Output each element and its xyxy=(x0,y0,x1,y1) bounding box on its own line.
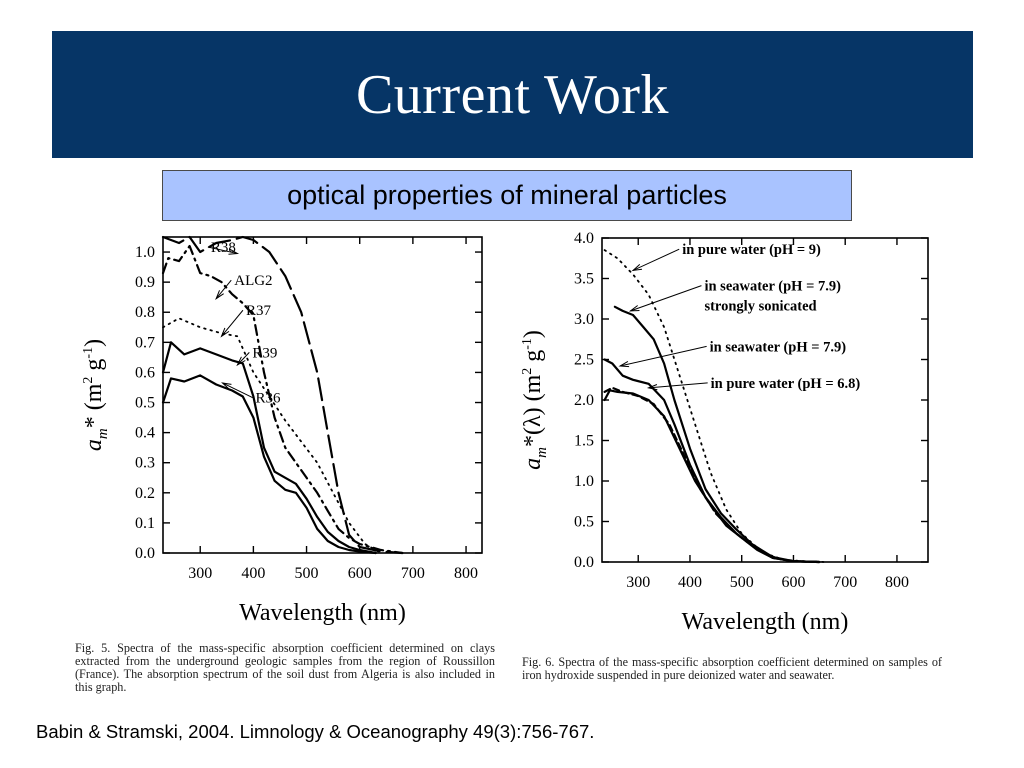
annotation-arrowhead xyxy=(646,384,658,391)
slide-subtitle: optical properties of mineral particles xyxy=(287,180,727,210)
annotation-arrowhead xyxy=(228,248,240,255)
y-tick-label: 0.8 xyxy=(135,304,155,321)
x-tick-label: 300 xyxy=(188,565,212,582)
x-tick-label: 800 xyxy=(454,565,478,582)
series-label: in pure water (pH = 9) xyxy=(682,242,821,258)
subtitle-box: optical properties of mineral particles xyxy=(162,170,852,221)
title-bar: Current Work xyxy=(52,31,973,158)
annotation-arrow xyxy=(207,246,238,255)
series-label: ALG2 xyxy=(234,273,272,289)
y-tick-label: 0.1 xyxy=(135,515,155,532)
x-tick-label: 600 xyxy=(781,574,805,591)
series-label: in seawater (pH = 7.9) strongly sonicated xyxy=(704,279,841,315)
annotation-arrow xyxy=(630,285,702,312)
series-label: R37 xyxy=(246,303,272,319)
annotation-arrowhead xyxy=(221,382,232,390)
y-tick-label: 2.0 xyxy=(574,392,594,409)
annotation-arrow xyxy=(620,345,707,367)
figure-5-caption: Fig. 5. Spectra of the mass-specific abs… xyxy=(75,641,495,694)
series-label: in pure water (pH = 6.8) xyxy=(711,376,861,392)
series-line xyxy=(161,341,377,555)
series-label: R38 xyxy=(211,240,236,256)
annotation-arrowhead xyxy=(628,305,640,312)
plot-frame xyxy=(162,236,483,554)
figure-5-chart: 300 400 500 600 700 800 0.0 0.1 0.2 0.3 0.4 0.5 0.6 0… xyxy=(81,235,483,626)
y-axis-label: am*(λ) (m2 g-1) xyxy=(520,330,550,470)
y-tick-label: 1.0 xyxy=(135,244,155,261)
x-tick-label: 700 xyxy=(833,574,857,591)
annotation-arrowhead xyxy=(220,327,230,338)
annotation-arrow xyxy=(237,352,250,366)
figure-6: 300 400 500 600 700 800 0.0 0.5 1.0 1.5 2.0 2.5 3.0 3… xyxy=(515,225,960,645)
y-tick-label: 0.2 xyxy=(135,485,155,502)
series-label: R39 xyxy=(252,345,277,361)
series-label: in seawater (pH = 7.9) xyxy=(710,339,847,355)
y-tick-label: 4.0 xyxy=(574,230,594,247)
annotation-arrowhead xyxy=(236,356,246,367)
x-tick-label: 600 xyxy=(348,565,372,582)
x-tick-label: 400 xyxy=(678,574,702,591)
series-line xyxy=(162,317,382,554)
x-tick-label: 300 xyxy=(626,574,650,591)
series-line xyxy=(161,374,377,555)
series-label: R36 xyxy=(256,391,282,407)
annotation-arrow xyxy=(648,382,708,389)
annotation-arrow xyxy=(632,248,680,271)
annotation-arrow xyxy=(222,382,253,398)
annotation-arrowhead xyxy=(215,290,224,301)
y-tick-label: 3.0 xyxy=(574,311,594,328)
y-tick-label: 0.0 xyxy=(574,554,594,571)
y-tick-label: 3.5 xyxy=(574,271,594,288)
x-tick-label: 700 xyxy=(401,565,425,582)
figure-5: 300 400 500 600 700 800 0.0 0.1 0.2 0.3 0.4 0.5 0.6 0… xyxy=(70,224,510,636)
series-line xyxy=(603,249,826,563)
x-tick-label: 500 xyxy=(730,574,754,591)
x-axis-label: Wavelength (nm) xyxy=(239,600,406,626)
y-tick-label: 0.5 xyxy=(574,514,594,531)
y-tick-label: 0.4 xyxy=(135,425,155,442)
y-tick-label: 0.9 xyxy=(135,274,155,291)
y-tick-label: 0.3 xyxy=(135,455,155,472)
annotation-arrowhead xyxy=(631,264,643,272)
annotation-arrowhead xyxy=(618,361,630,368)
citation: Babin & Stramski, 2004. Limnology & Ocea… xyxy=(36,721,595,742)
y-axis-label: am* (m2 g-1) xyxy=(81,339,111,451)
figure-6-caption: Fig. 6. Spectra of the mass-specific abs… xyxy=(522,655,942,682)
y-tick-label: 1.5 xyxy=(574,433,594,450)
y-tick-label: 0.0 xyxy=(135,545,155,562)
annotation-arrow xyxy=(215,279,232,300)
x-tick-label: 500 xyxy=(295,565,319,582)
annotation-arrow xyxy=(221,309,244,337)
series-line xyxy=(161,235,404,555)
x-tick-label: 400 xyxy=(241,565,265,582)
series-line xyxy=(161,244,404,555)
y-tick-label: 1.0 xyxy=(574,473,594,490)
y-tick-label: 0.6 xyxy=(135,364,155,381)
slide-title: Current Work xyxy=(355,63,670,126)
x-axis-label: Wavelength (nm) xyxy=(682,609,849,635)
y-tick-label: 0.7 xyxy=(135,334,155,351)
series-line xyxy=(603,386,821,564)
x-tick-label: 800 xyxy=(885,574,909,591)
y-tick-label: 0.5 xyxy=(135,395,155,412)
y-tick-label: 2.5 xyxy=(574,352,594,369)
figure-6-chart: 300 400 500 600 700 800 0.0 0.5 1.0 1.5 2.0 2.5 3.0 3… xyxy=(520,230,929,635)
